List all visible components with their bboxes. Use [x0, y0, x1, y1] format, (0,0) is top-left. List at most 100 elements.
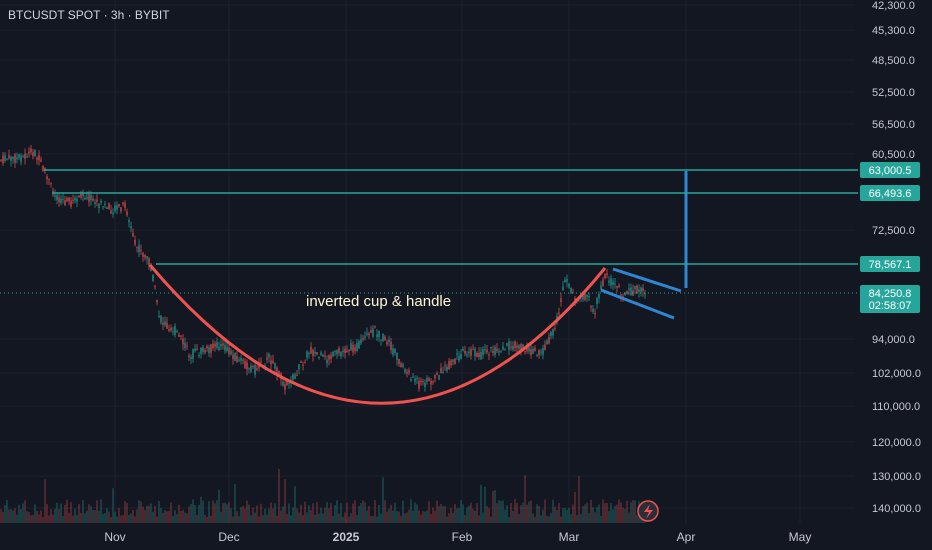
candle-body [22, 156, 24, 158]
candle-body [438, 374, 440, 380]
price-label: 63,000.5 [869, 165, 912, 177]
candle-body [230, 350, 232, 355]
volume-bar [18, 504, 20, 523]
candle-body [316, 352, 318, 355]
volume-bar [160, 507, 162, 523]
volume-bar [602, 499, 604, 523]
volume-bar [536, 504, 538, 523]
volume-bar [140, 501, 142, 523]
volume-bar [334, 505, 336, 523]
volume-bar [338, 513, 340, 523]
handle-lower-line[interactable] [600, 288, 675, 320]
candle-body [194, 348, 196, 351]
volume-bar [474, 510, 476, 523]
volume-bar [394, 502, 396, 523]
candle-body [528, 347, 530, 352]
volume-bar [252, 507, 254, 523]
volume-bar [48, 515, 50, 523]
candle-body [636, 285, 638, 294]
candle-body [26, 156, 28, 158]
candle-body [152, 274, 154, 281]
candle-body [54, 194, 56, 197]
alert-icon[interactable] [637, 500, 659, 522]
candle-body [338, 348, 340, 353]
candle-body [516, 345, 518, 348]
candle-body [270, 360, 272, 365]
candle-body [402, 364, 404, 367]
candle-body [48, 178, 50, 180]
volume-bar [306, 512, 308, 523]
volume-bar [214, 503, 216, 523]
volume-bar [260, 503, 262, 523]
candle-body [122, 202, 124, 205]
volume-bar [356, 515, 358, 523]
volume-bar [622, 507, 624, 523]
volume-bar [526, 504, 528, 523]
candle-body [490, 347, 492, 349]
volume-bar [230, 508, 232, 523]
candle-body [0, 159, 2, 161]
volume-bar [632, 500, 634, 523]
volume-bar [254, 512, 256, 523]
candle-body [394, 348, 396, 353]
volume-bar [126, 502, 128, 523]
candle-body [408, 370, 410, 373]
volume-bar [556, 509, 558, 523]
candle-body [80, 192, 82, 198]
volume-bar [194, 505, 196, 523]
cup-curve[interactable] [148, 264, 607, 405]
candle-body [326, 359, 328, 364]
x-tick-label: May [789, 530, 812, 544]
candle-body [474, 348, 476, 357]
drawings[interactable] [148, 171, 688, 405]
candle-body [594, 312, 596, 315]
volume-bar [104, 513, 106, 523]
candle-body [68, 197, 70, 202]
candle-body [56, 195, 58, 200]
volume-bar [114, 511, 116, 523]
volume-bar [168, 510, 170, 523]
candle-body [430, 380, 432, 385]
candle-body [434, 374, 436, 379]
volume-bar [360, 503, 362, 523]
volume-bar [464, 514, 466, 523]
candle-body [364, 336, 366, 338]
candle-body [354, 347, 356, 351]
volume-bar [462, 504, 464, 523]
candle-body [236, 355, 238, 363]
candle-body [520, 344, 522, 351]
volume-bar [294, 486, 296, 523]
volume-bar [46, 504, 48, 523]
y-tick-label: 120,000.0 [872, 437, 921, 449]
handle-upper-line[interactable] [612, 267, 682, 293]
candle-body [166, 322, 168, 329]
candle-body [34, 149, 36, 156]
candle-body [292, 374, 294, 380]
candle-body [624, 292, 626, 296]
volume-bar [264, 508, 266, 523]
volume-bar [180, 511, 182, 523]
candle-body [482, 349, 484, 356]
candle-body [70, 200, 72, 207]
volume-bar [4, 504, 6, 523]
y-tick-label: 42,300.0 [872, 0, 915, 12]
candle-body [450, 360, 452, 366]
candle-body [168, 329, 170, 331]
volume-bar [218, 489, 220, 523]
annotation[interactable]: inverted cup & handle [306, 293, 451, 310]
volume-bar [484, 486, 486, 523]
candle-body [66, 198, 68, 202]
candle-body [456, 353, 458, 355]
candle-body [532, 348, 534, 354]
volume-bar [358, 506, 360, 523]
candle-body [138, 245, 140, 253]
volume-bar [598, 504, 600, 523]
y-tick-label: 48,500.0 [872, 55, 915, 67]
volume-bar [564, 507, 566, 523]
volume-bar [550, 513, 552, 523]
volume-bar [164, 510, 166, 523]
volume-bar [448, 513, 450, 523]
candle-body [410, 379, 412, 381]
candle-body [396, 352, 398, 360]
